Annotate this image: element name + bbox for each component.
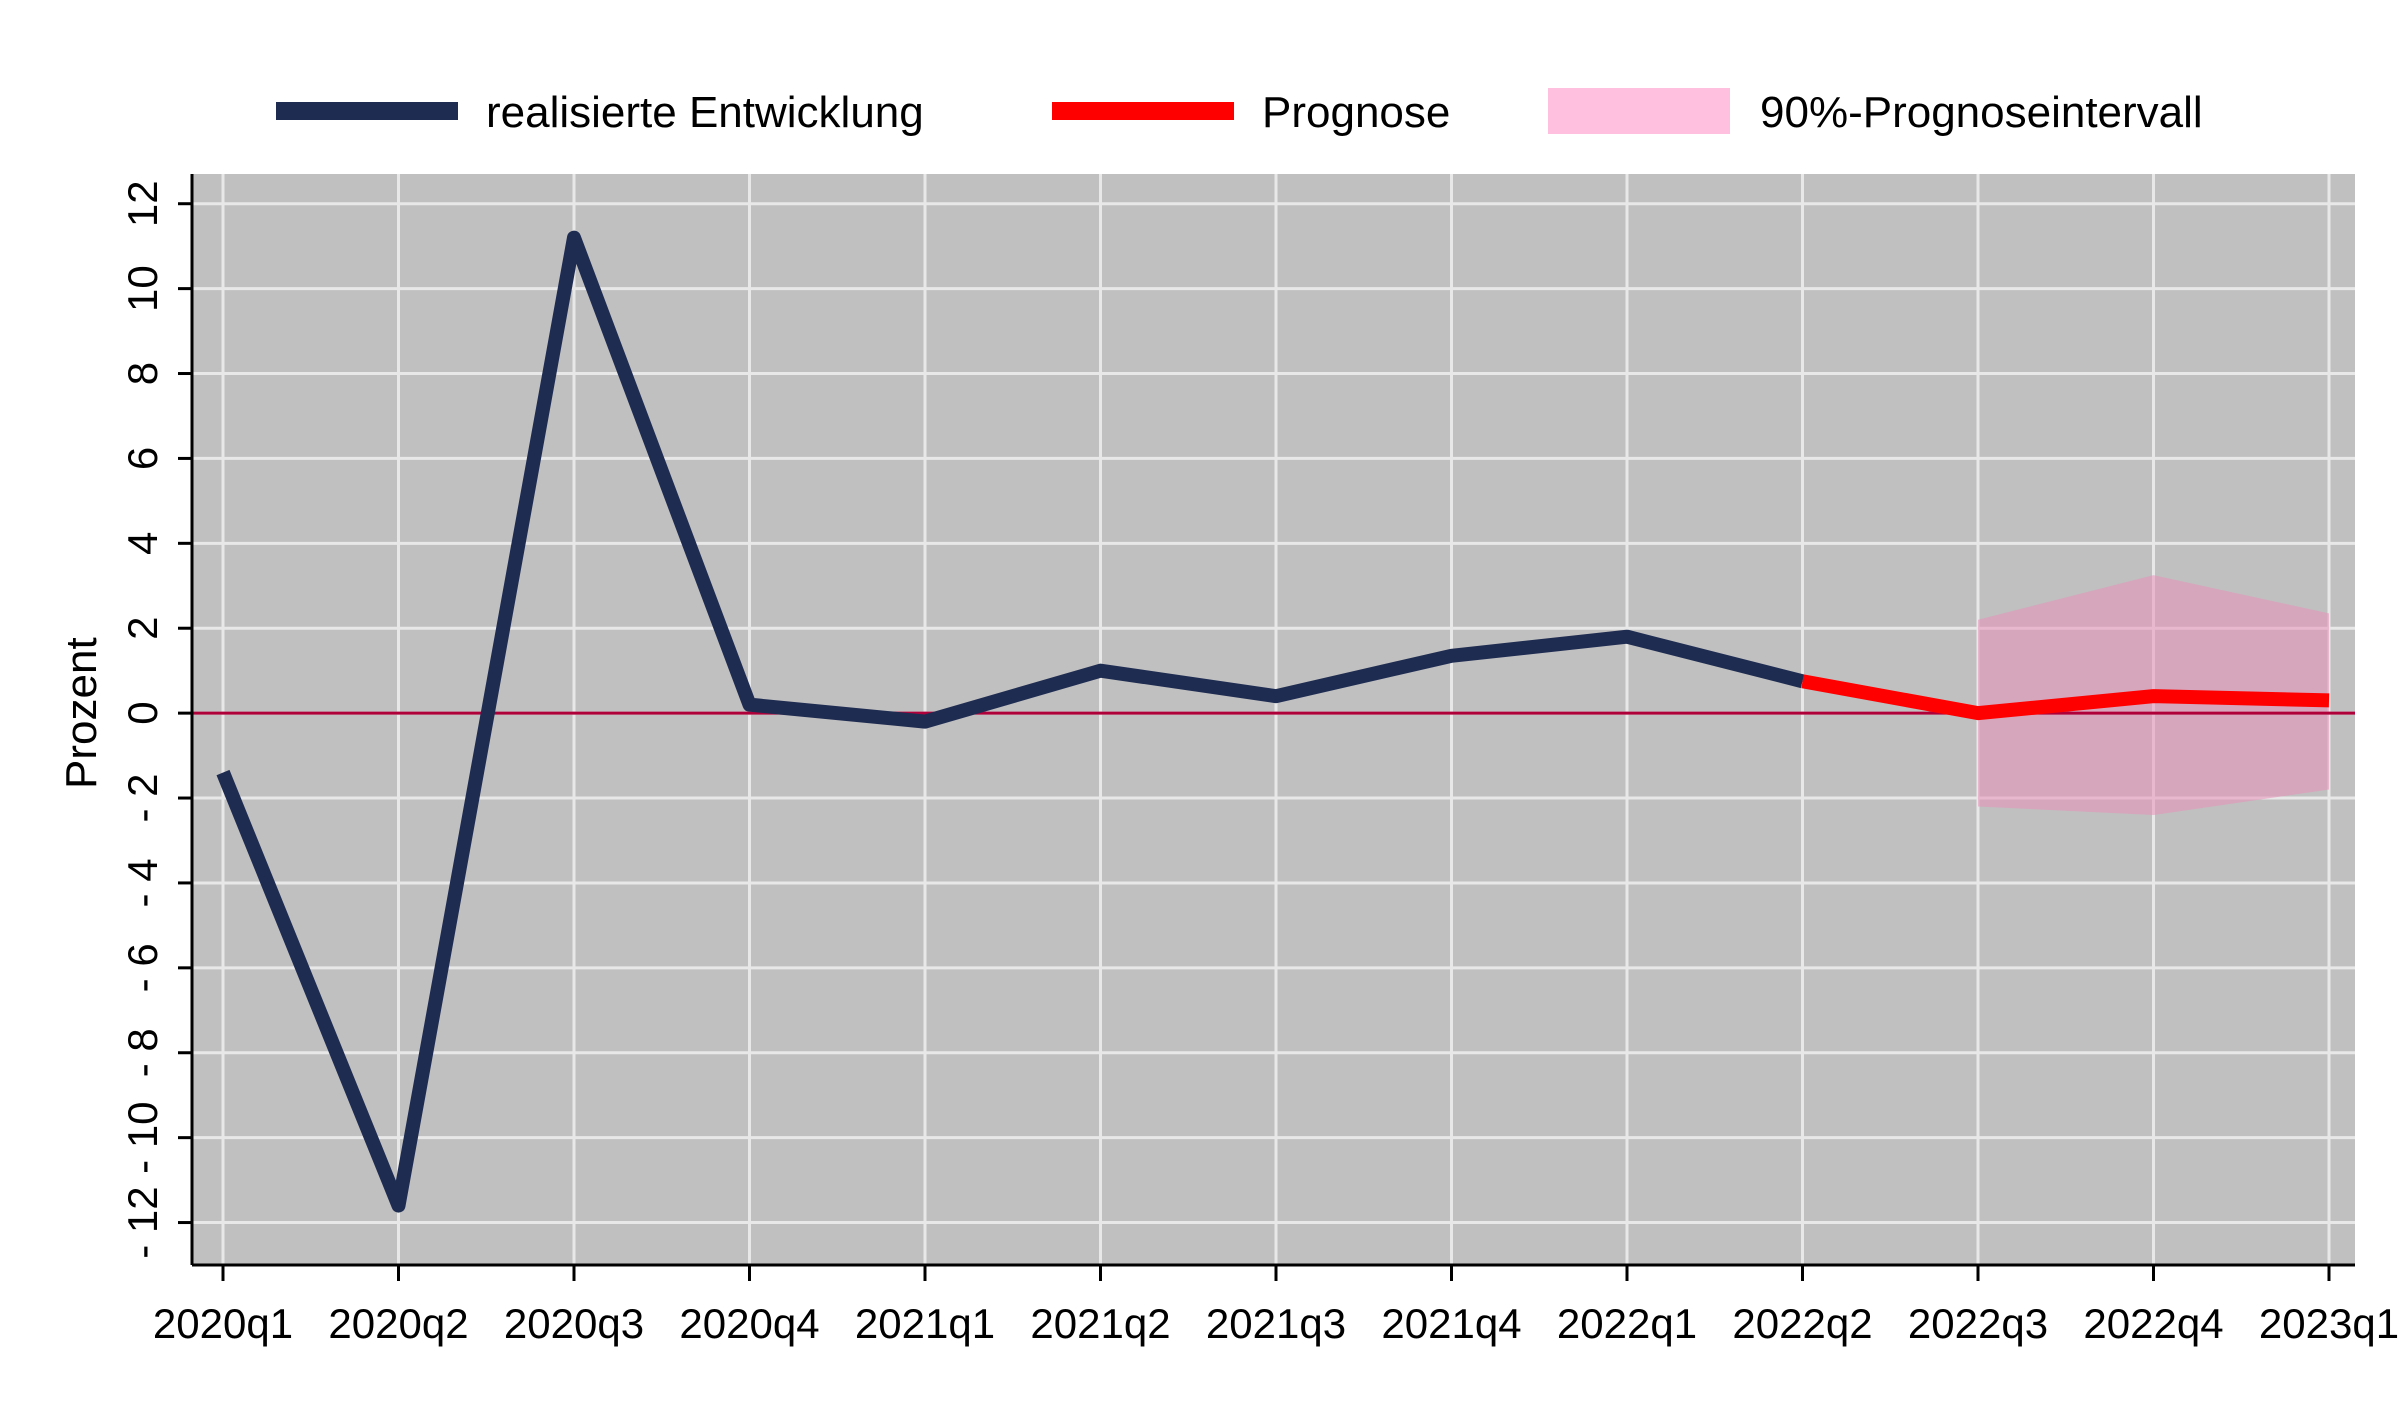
legend-swatch-realized xyxy=(276,102,458,120)
y-tick-labels: 12 10 8 6 4 2 0 - 2 - 4 - 6 - 8 - 10 - 12 xyxy=(119,180,166,1258)
y-tick-label: - 12 xyxy=(119,1186,166,1258)
y-axis-title: Prozent xyxy=(57,637,106,789)
legend-swatch-interval xyxy=(1548,88,1730,134)
axes xyxy=(178,174,2355,1281)
x-tick-label: 2021q3 xyxy=(1206,1300,1346,1347)
y-tick-label: 10 xyxy=(119,265,166,312)
x-tick-label: 2022q2 xyxy=(1732,1300,1872,1347)
legend: realisierte Entwicklung Prognose 90%-Pro… xyxy=(276,88,2203,137)
x-tick-label: 2023q1 xyxy=(2259,1300,2399,1347)
y-tick-label: 6 xyxy=(119,447,166,470)
x-tick-label: 2020q2 xyxy=(328,1300,468,1347)
y-tick-label: 12 xyxy=(119,180,166,227)
series-line-realized xyxy=(216,230,1805,1213)
x-tick-label: 2021q1 xyxy=(855,1300,995,1347)
x-tick-label: 2020q4 xyxy=(679,1300,819,1347)
x-tick-label: 2020q3 xyxy=(504,1300,644,1347)
y-tick-label: - 2 xyxy=(119,774,166,823)
y-tick-label: 0 xyxy=(119,701,166,724)
x-tick-label: 2022q3 xyxy=(1908,1300,2048,1347)
legend-label-realized: realisierte Entwicklung xyxy=(486,88,924,137)
x-tick-label: 2022q4 xyxy=(2083,1300,2223,1347)
y-tick-label: 2 xyxy=(119,617,166,640)
y-tick-label: - 10 xyxy=(119,1101,166,1173)
y-tick-label: - 4 xyxy=(119,858,166,907)
x-tick-label: 2022q1 xyxy=(1557,1300,1697,1347)
x-tick-label: 2020q1 xyxy=(153,1300,293,1347)
legend-swatch-forecast xyxy=(1052,102,1234,120)
series-line-forecast xyxy=(1801,674,2330,721)
series-lines-layer xyxy=(216,230,2330,1213)
y-tick-label: 8 xyxy=(119,362,166,385)
y-tick-label: - 8 xyxy=(119,1028,166,1077)
legend-label-forecast: Prognose xyxy=(1262,88,1450,137)
x-tick-label: 2021q4 xyxy=(1381,1300,1521,1347)
x-tick-labels: 2020q1 2020q2 2020q3 2020q4 2021q1 2021q2 2021… xyxy=(153,1300,2399,1347)
y-tick-label: - 6 xyxy=(119,943,166,992)
y-tick-label: 4 xyxy=(119,532,166,555)
legend-label-interval: 90%-Prognoseintervall xyxy=(1760,88,2203,137)
x-tick-label: 2021q2 xyxy=(1030,1300,1170,1347)
